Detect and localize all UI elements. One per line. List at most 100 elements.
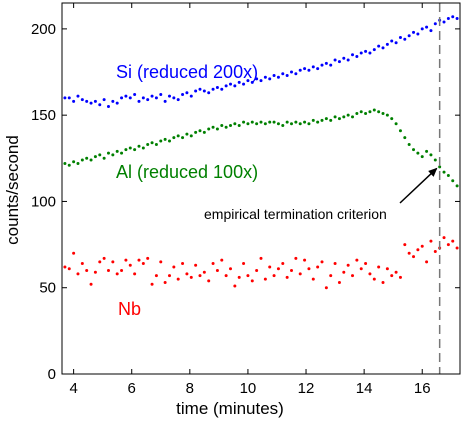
si-point [333,58,337,62]
al-point [98,153,102,157]
al-point [272,120,276,124]
nb-point [355,258,359,262]
nb-point [115,272,119,276]
al-point [198,129,202,133]
nb-point [133,272,137,276]
nb-point [446,243,450,247]
si-point [67,96,71,100]
si-point [316,67,320,71]
nb-point [320,260,324,264]
al-point [133,148,137,152]
si-point [106,105,110,109]
si-point [281,72,285,76]
nb-point [377,265,381,269]
si-point [346,58,350,62]
si-point [403,37,407,41]
al-point [407,143,411,146]
nb-point [390,274,394,278]
al-point [220,124,224,128]
si-point [224,84,228,88]
si-point [446,17,450,21]
si-point [181,92,185,96]
al-point [429,153,433,157]
al-point [93,155,97,159]
al-point [394,122,398,126]
y-tick-label: 150 [31,107,56,124]
si-point [133,92,137,96]
si-point [250,80,254,84]
nb-point [333,262,337,266]
al-point [276,122,280,126]
si-point [189,94,193,98]
al-point [324,117,328,121]
nb-point [324,286,328,290]
al-point [446,174,450,178]
al-point [211,125,215,129]
al-point [102,156,106,160]
nb-point [442,236,446,240]
al-point [268,120,272,124]
y-tick-label: 100 [31,193,56,210]
nb-series-label: Nb [118,299,141,319]
al-point [185,132,189,136]
nb-point [259,256,263,260]
si-point [329,63,333,67]
al-point [255,122,259,126]
al-point [403,136,407,140]
nb-point [211,262,215,266]
nb-point [290,268,293,272]
si-point [233,84,237,88]
si-point [285,73,289,77]
al-point [224,125,228,129]
nb-point [189,275,193,279]
si-point [320,63,324,67]
nb-point [102,256,106,260]
y-tick-label: 200 [31,21,56,38]
al-point [438,165,442,169]
al-point [455,184,459,188]
nb-point [128,263,132,267]
al-point [163,137,167,141]
nb-point [141,262,145,266]
al-point [207,127,211,131]
si-point [185,91,189,95]
nb-point [80,262,84,266]
si-point [268,77,272,81]
al-point [359,110,363,114]
al-point [311,118,315,122]
al-point [320,118,324,122]
si-point [150,94,154,98]
si-point [364,49,368,53]
nb-point [76,272,80,276]
nb-point [255,268,259,272]
si-point [307,68,311,72]
al-point [159,139,163,143]
nb-point [172,265,176,269]
nb-point [281,262,285,266]
al-point [85,156,89,160]
al-point [381,111,385,115]
nb-point [202,270,206,274]
si-point [390,39,394,43]
al-point [250,120,254,124]
al-point [433,158,437,162]
nb-point [433,249,437,253]
nb-point [150,282,154,286]
al-point [337,117,341,121]
si-point [141,96,145,100]
si-point [128,96,132,100]
si-point [259,79,263,83]
al-point [242,120,246,124]
nb-point [311,277,315,281]
si-point [451,15,455,19]
si-point [425,25,429,29]
si-point [272,73,276,77]
al-point [146,143,150,146]
nb-point [303,258,307,262]
al-point [172,136,176,140]
nb-point [146,256,150,260]
si-point [93,99,97,103]
nb-point [420,244,424,248]
